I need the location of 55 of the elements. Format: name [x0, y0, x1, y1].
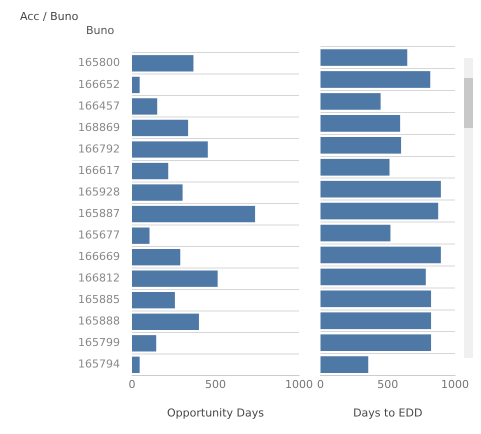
bar [132, 335, 156, 352]
x-tick-label: 500 [204, 378, 226, 392]
bar [320, 246, 441, 264]
bar [320, 158, 390, 176]
x-tick-label: 0 [317, 378, 324, 392]
bar [320, 334, 432, 352]
bar [132, 206, 256, 222]
bar [132, 141, 208, 158]
x-tick-label: 1000 [441, 378, 470, 392]
bar [132, 270, 218, 287]
y-tick-label: 165888 [78, 314, 120, 328]
y-tick-label: 166652 [78, 78, 120, 91]
y-tick-label: 166457 [78, 99, 120, 112]
y-tick-label: 165928 [78, 185, 120, 198]
bar [132, 55, 194, 72]
y-tick-label: 166669 [78, 250, 120, 264]
y-tick-label: 165794 [78, 358, 120, 371]
y-axis-title: Buno [85, 24, 116, 39]
bar [320, 93, 381, 110]
bar [132, 98, 158, 115]
bar [132, 227, 150, 244]
bar [320, 71, 430, 88]
y-tick-label: 165885 [78, 293, 120, 306]
bar [320, 136, 402, 154]
bar [132, 356, 140, 374]
y-tick-label: 166617 [78, 164, 120, 177]
bar [132, 314, 199, 330]
y-tick-label: 168869 [78, 120, 120, 134]
x-tick-label: 500 [377, 378, 398, 392]
bar [320, 224, 390, 242]
bar [320, 312, 432, 330]
bar [320, 290, 432, 308]
bar [132, 248, 180, 266]
bar [320, 356, 368, 373]
bar [132, 76, 140, 94]
x-tick-label: 1000 [285, 378, 314, 392]
y-tick-label: 166792 [78, 142, 120, 156]
bar [320, 180, 441, 198]
bar [132, 292, 175, 308]
bar [320, 49, 408, 66]
x-axis-title: Opportunity Days [167, 406, 264, 420]
bar [132, 162, 168, 180]
y-tick-label: 165800 [78, 56, 120, 70]
x-tick-label: 0 [128, 378, 136, 392]
bar [132, 184, 183, 201]
chart-title: Acc / Buno [20, 10, 78, 23]
bar [320, 115, 400, 132]
y-tick-label: 165887 [78, 206, 120, 220]
bar [320, 268, 426, 286]
y-tick-label: 166812 [78, 272, 120, 285]
x-axis-title: Days to EDD [353, 406, 422, 420]
bar [132, 120, 188, 136]
y-tick-label: 165799 [78, 336, 120, 350]
y-tick-label: 165677 [78, 228, 120, 242]
bar [320, 202, 438, 220]
